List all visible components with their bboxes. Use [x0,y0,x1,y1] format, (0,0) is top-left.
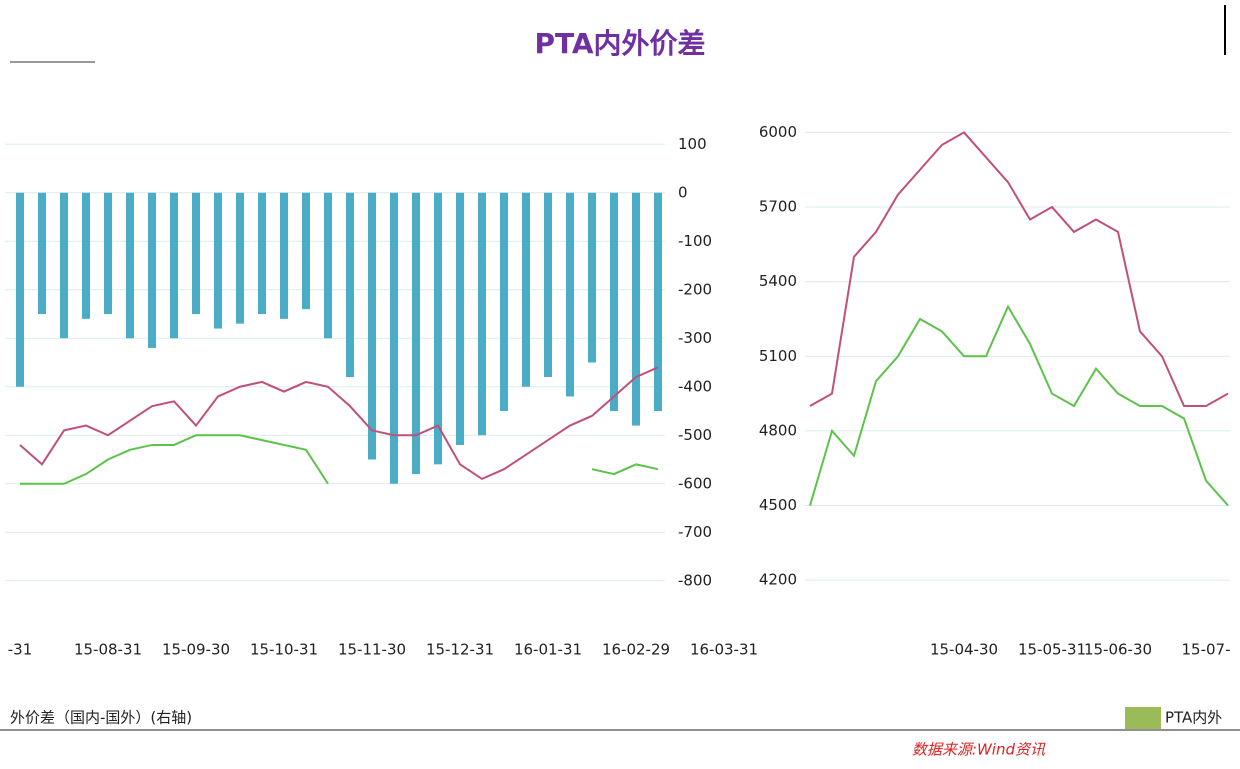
bar [214,192,222,329]
bar [170,192,178,339]
y-tick-label: -100 [678,232,712,250]
bar [434,192,442,465]
y-tick-label: -700 [678,523,712,541]
bar [82,192,90,319]
y-tick-label: 4800 [759,421,797,439]
bar [38,192,46,314]
x-tick-label: 16-01-31 [514,641,582,659]
line [19,366,659,481]
y-tick-label: 0 [678,183,688,201]
y-tick-label: 5100 [759,347,797,365]
bar [544,192,552,378]
bar [390,192,398,484]
y-tick-label: -400 [678,377,712,395]
y-tick-label: 5700 [759,198,797,216]
y-tick-label: -800 [678,571,712,589]
y-tick-label: -500 [678,426,712,444]
x-tick-label: 15-10-31 [250,641,318,659]
x-tick-label: 15-07- [1182,641,1231,659]
bar [632,192,640,426]
legend-text: 外价差（国内-国外）(右轴) [10,709,192,727]
source: 数据来源:Wind资讯 [912,741,1046,759]
bar [588,192,596,363]
bar [280,192,288,319]
y-tick-label: 4500 [759,496,797,514]
bar [412,192,420,475]
bar [500,192,508,411]
x-tick-label: 15-05-31 [1018,641,1086,659]
bar [236,192,244,324]
x-tick-label: 15-06-30 [1084,641,1152,659]
bar [148,192,156,348]
bar [456,192,464,445]
bar [258,192,266,314]
bar [478,192,486,436]
x-tick-label: 15-09-30 [162,641,230,659]
line [20,434,659,485]
line [809,304,1229,507]
line [809,131,1229,408]
chart-title: PTA内外价差 [534,27,705,60]
x-tick-label: 15-08-31 [74,641,142,659]
x-tick-label: 15-04-30 [930,641,998,659]
y-tick-label: 6000 [759,123,797,141]
y-tick-label: 100 [678,135,707,153]
bar [522,192,530,387]
bar [368,192,376,460]
x-tick-label: 16-02-29 [602,641,670,659]
x-tick-label: 16-03-31 [690,641,758,659]
bar [566,192,574,397]
bar [126,192,134,339]
bar [302,192,310,310]
y-tick-label: -200 [678,280,712,298]
legend-text: PTA内外 [1165,709,1222,727]
x-tick-label: 15-12-31 [426,641,494,659]
legend-swatch [1125,707,1161,729]
bar [192,192,200,314]
x-tick-label: 15-11-30 [338,641,406,659]
bar [16,192,24,387]
y-tick-label: -300 [678,329,712,347]
y-tick-label: 4200 [759,571,797,589]
x-tick-label: -31 [8,641,33,659]
y-tick-label: -600 [678,474,712,492]
bar [610,192,618,411]
bar [104,192,112,314]
y-tick-label: 5400 [759,272,797,290]
bar [654,192,662,411]
bar [60,192,68,339]
bar [346,192,354,378]
bar [324,192,332,339]
